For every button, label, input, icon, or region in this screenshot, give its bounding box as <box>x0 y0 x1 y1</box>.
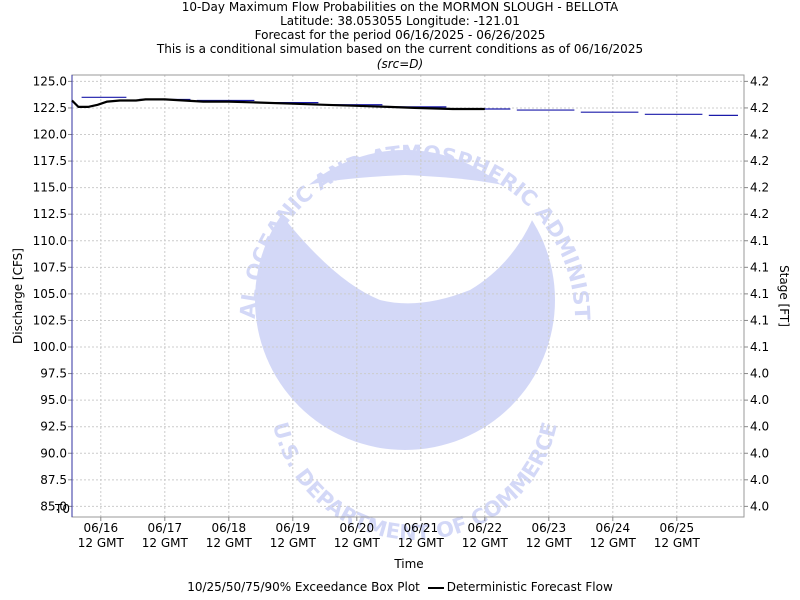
y-tick-label: 125.0 <box>33 74 67 88</box>
y2-tick-label: 4.0 <box>750 446 769 460</box>
y2-tick-label: 4.0 <box>750 367 769 381</box>
watermark-bird <box>270 175 540 304</box>
axes <box>68 74 748 521</box>
x-tick-time-label: 12 GMT <box>654 536 701 550</box>
y-tick-label: 115.0 <box>33 181 67 195</box>
y-axis-title: Discharge [CFS] <box>11 248 25 344</box>
y2-tick-label: 4.0 <box>750 393 769 407</box>
y2-tick-label: 4.2 <box>750 207 769 221</box>
chart-title: 10-Day Maximum Flow Probabilities on the… <box>181 0 619 14</box>
grid-lines <box>72 75 744 517</box>
y2-tick-label: 4.1 <box>750 260 769 274</box>
y2-tick-label: 4.1 <box>750 313 769 327</box>
watermark-disc <box>255 150 555 450</box>
x-tick-time-label: 12 GMT <box>270 536 317 550</box>
x-tick-date-label: 06/16 <box>84 521 119 535</box>
chart-note: This is a conditional simulation based o… <box>156 42 644 56</box>
y-tick-label: 105.0 <box>33 287 67 301</box>
y-tick-label: 122.5 <box>33 101 67 115</box>
chart-location: Latitude: 38.053055 Longitude: -121.01 <box>280 14 520 28</box>
y2-tick-label: 4.0 <box>750 473 769 487</box>
y-tick-label: 110.0 <box>33 234 67 248</box>
y-tick-label: 117.5 <box>33 154 67 168</box>
x-tick-time-label: 12 GMT <box>462 536 509 550</box>
watermark-logo-text: NOAA <box>328 199 482 255</box>
x-tick-date-label: 06/23 <box>532 521 567 535</box>
chart-period: Forecast for the period 06/16/2025 - 06/… <box>254 28 546 42</box>
y-tick-label: 92.5 <box>40 420 67 434</box>
x-tick-date-label: 06/18 <box>212 521 247 535</box>
x-tick-date-label: 06/24 <box>596 521 631 535</box>
y-tick-label: 102.5 <box>33 313 67 327</box>
deterministic-flow-line <box>71 98 485 111</box>
y2-axis-title: Stage [FT] <box>777 265 791 327</box>
y2-tick-label: 4.2 <box>750 181 769 195</box>
y-tick-label: 95.0 <box>40 393 67 407</box>
y-tick-label: 90.0 <box>40 446 67 460</box>
y-tick-label: 112.5 <box>33 207 67 221</box>
x-tick-date-label: 06/21 <box>404 521 439 535</box>
legend-box-plot: 10/25/50/75/90% Exceedance Box Plot <box>187 580 420 594</box>
x-axis-title: Time <box>393 557 423 571</box>
x-tick-time-label: 12 GMT <box>334 536 381 550</box>
x-tick-time-label: 12 GMT <box>142 536 189 550</box>
x-tick-date-label: 06/25 <box>660 521 695 535</box>
series-lines <box>71 98 485 111</box>
y-tick-label: 97.5 <box>40 367 67 381</box>
y2-tick-label: 4.1 <box>750 287 769 301</box>
x-tick-time-label: 12 GMT <box>206 536 253 550</box>
y-tick-label: 107.5 <box>33 260 67 274</box>
y2-tick-label: 4.2 <box>750 74 769 88</box>
y-tick-label: 120.0 <box>33 128 67 142</box>
x-tick-time-label: 12 GMT <box>398 536 445 550</box>
y-tick-label: 100.0 <box>33 340 67 354</box>
x-tick-time-label: 12 GMT <box>526 536 573 550</box>
legend-deterministic: Deterministic Forecast Flow <box>446 580 613 594</box>
x-tick-date-label: 06/19 <box>276 521 311 535</box>
legend: 10/25/50/75/90% Exceedance Box Plot Dete… <box>0 580 800 594</box>
y2-tick-label: 4.1 <box>750 340 769 354</box>
y-tick-label: 87.5 <box>40 473 67 487</box>
x-tick-date-label: 06/20 <box>340 521 375 535</box>
y2-tick-label: 4.0 <box>750 420 769 434</box>
x-tick-time-label: 12 GMT <box>590 536 637 550</box>
y-tick-label: 85.0 <box>40 499 67 513</box>
y2-tick-label: 4.2 <box>750 101 769 115</box>
y2-tick-label: 4.2 <box>750 154 769 168</box>
x-tick-time-label: 12 GMT <box>78 536 125 550</box>
y2-tick-label: 4.2 <box>750 128 769 142</box>
chart-source: (src=D) <box>376 57 424 71</box>
x-tick-date-label: 06/22 <box>468 521 503 535</box>
axis-labels: 85.0 4.0 87.5 4.0 90.0 4.0 92.5 4.0 95.0 4.0 97.5 4… <box>11 74 791 571</box>
t0-label: T0 <box>54 502 70 516</box>
x-tick-date-label: 06/17 <box>148 521 183 535</box>
y2-tick-label: 4.0 <box>750 499 769 513</box>
y2-tick-label: 4.1 <box>750 234 769 248</box>
legend-line-swatch <box>427 586 444 589</box>
